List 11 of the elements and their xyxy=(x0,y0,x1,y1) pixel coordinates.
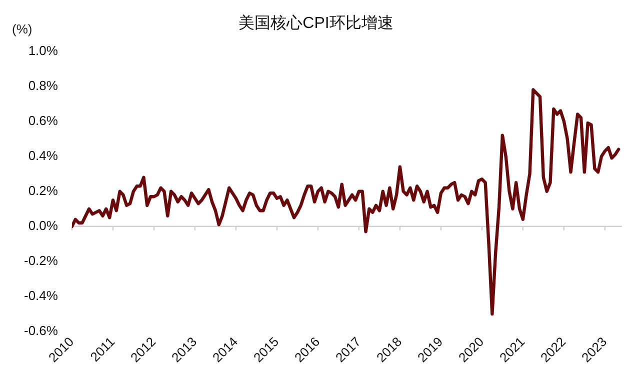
y-tick-label: -0.4% xyxy=(24,288,58,304)
y-axis-title: (%) xyxy=(12,22,32,37)
y-tick-label: 0.4% xyxy=(28,148,58,163)
chart-title: 美国核心CPI环比增速 xyxy=(238,14,394,32)
y-tick-label: 0.6% xyxy=(28,112,58,128)
y-tick-label: 0.2% xyxy=(28,182,58,198)
y-tick-label: -0.6% xyxy=(24,323,58,338)
y-tick-label: 0.0% xyxy=(28,218,58,233)
y-tick-label: 1.0% xyxy=(28,42,58,58)
y-tick-label: -0.2% xyxy=(24,253,58,268)
y-tick-label: 0.8% xyxy=(28,78,58,93)
